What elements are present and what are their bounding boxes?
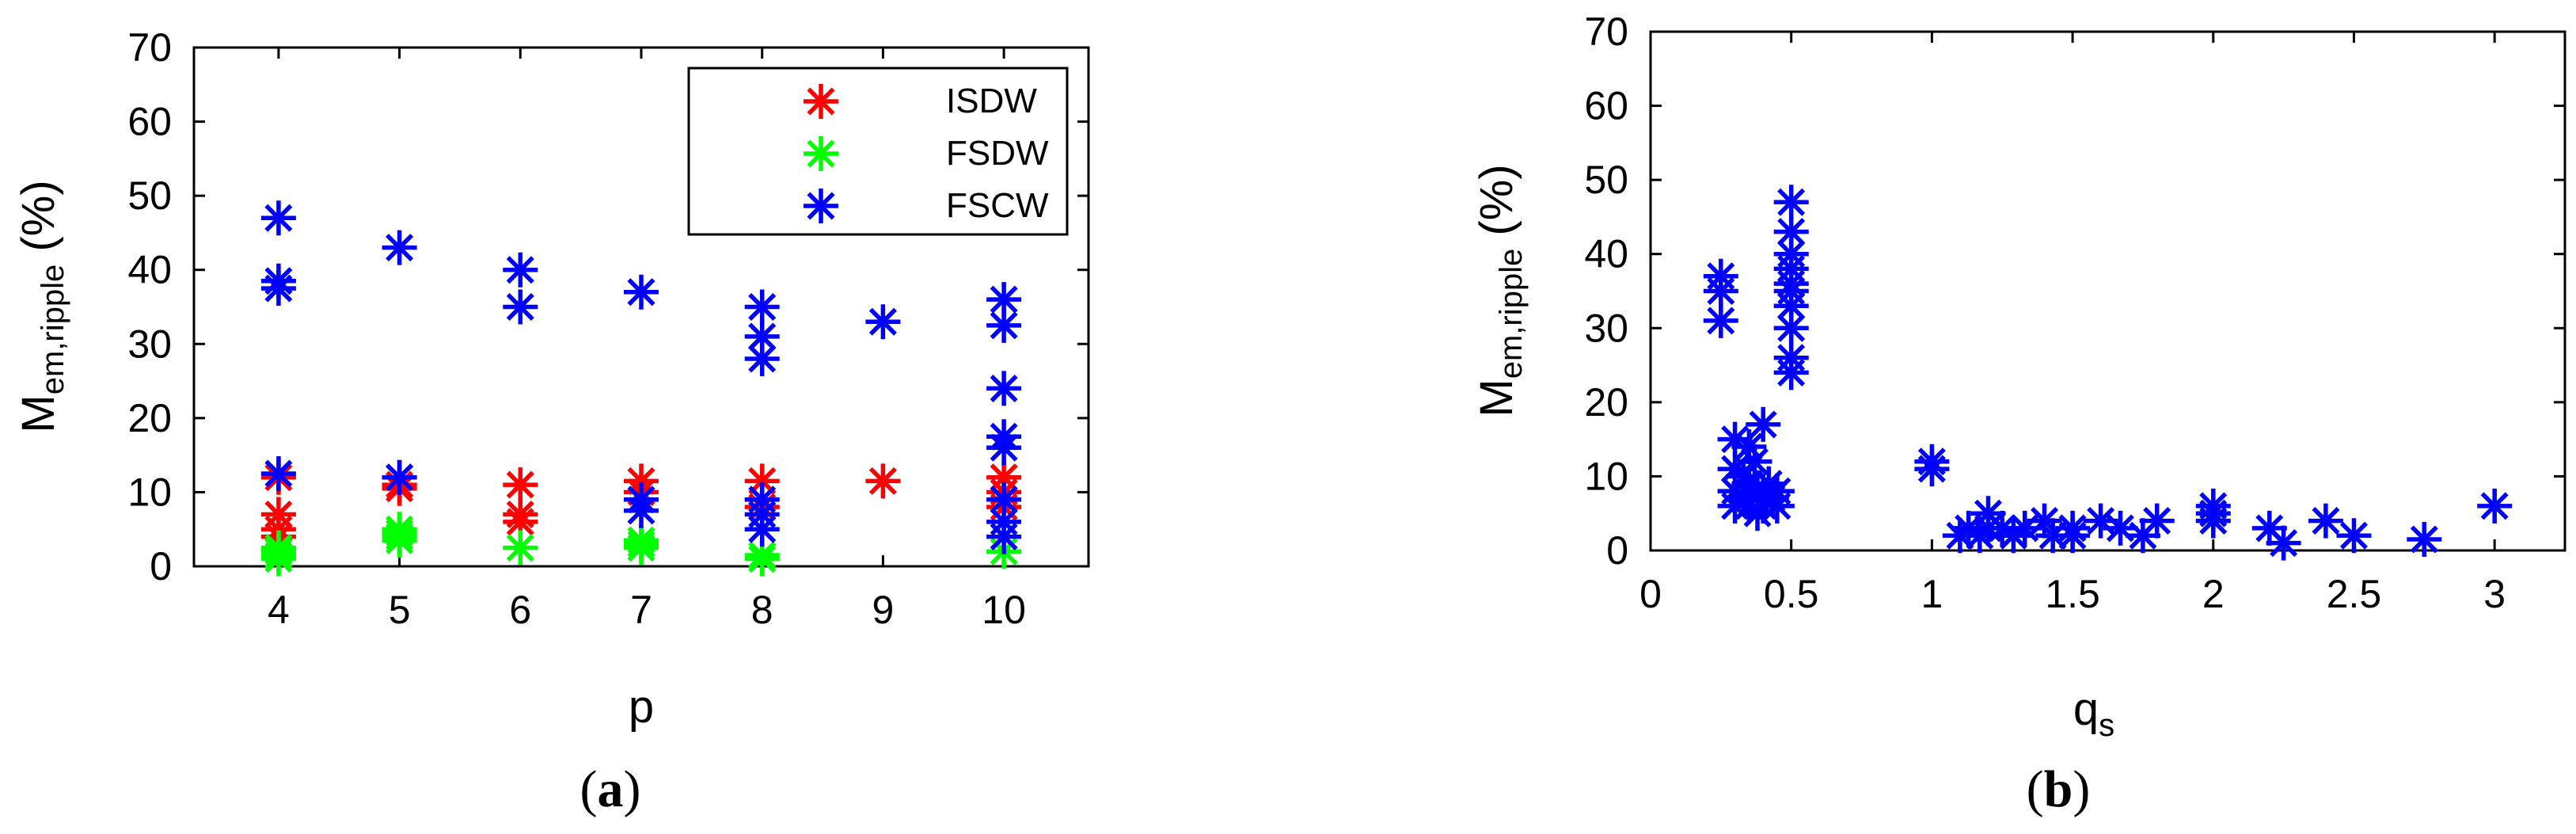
- data-point: [744, 289, 780, 325]
- data-point: [1773, 355, 1809, 390]
- data-point: [865, 304, 901, 340]
- data-points-a: [260, 200, 1022, 577]
- legend-marker-fscw: [804, 189, 838, 223]
- data-point: [1773, 214, 1809, 249]
- data-point: [2407, 522, 2442, 557]
- y-tick-label: 70: [1584, 10, 1628, 54]
- data-point: [260, 456, 296, 491]
- x-tick-label: 7: [630, 588, 652, 632]
- y-tick-label: 50: [1584, 158, 1628, 202]
- legend-box: [687, 67, 1069, 236]
- x-tick-label: 9: [872, 588, 894, 632]
- y-ticks-b: 0 10 20 30 40 50 60 70: [1584, 10, 2565, 573]
- panel-b: 0 10 20 30 40 50 60 70 0 0.5 1 1.5 2 2.5 3 Mem,ripple…: [1471, 10, 2567, 818]
- y-tick-label: 40: [1584, 232, 1628, 276]
- data-point: [1759, 488, 1795, 524]
- legend-marker-isdw: [804, 84, 838, 119]
- y-tick-label: 30: [1584, 306, 1628, 350]
- data-point: [260, 541, 296, 577]
- data-point: [744, 341, 780, 376]
- x-tick-label: 5: [389, 588, 411, 632]
- data-point: [260, 271, 296, 307]
- data-point: [1737, 444, 1772, 479]
- caption-b: (b): [2027, 760, 2091, 818]
- y-ticks-a: 0 10 20 30 40 50 60 70: [127, 25, 1089, 588]
- data-point: [503, 530, 538, 566]
- data-point: [2139, 503, 2175, 539]
- data-points-b: [1703, 185, 2513, 561]
- data-point: [503, 467, 538, 503]
- y-tick-label: 0: [150, 544, 172, 588]
- legend-marker-fsdw: [804, 136, 838, 171]
- y-tick-label: 0: [1606, 528, 1628, 573]
- data-point: [503, 252, 538, 288]
- data-point: [986, 519, 1022, 554]
- data-point: [624, 274, 659, 310]
- y-tick-label: 20: [127, 396, 172, 440]
- y-tick-label: 50: [127, 173, 172, 218]
- data-point: [503, 289, 538, 325]
- x-axis-title-b: qs: [2073, 684, 2114, 743]
- legend-label-fsdw: FSDW: [946, 134, 1049, 173]
- x-tick-label: 1.5: [2045, 572, 2100, 616]
- data-point: [744, 512, 780, 547]
- data-point: [260, 200, 296, 236]
- legend-marker: [804, 84, 838, 119]
- data-point: [744, 541, 780, 577]
- legend-label-fscw: FSCW: [946, 186, 1049, 225]
- data-point: [1773, 185, 1809, 220]
- x-tick-label: 2: [2202, 572, 2225, 616]
- y-tick-label: 10: [127, 470, 172, 514]
- data-point: [2266, 525, 2301, 561]
- legend-marker: [804, 189, 838, 223]
- x-tick-label: 8: [751, 588, 773, 632]
- data-point: [1914, 451, 1950, 487]
- x-ticks-b: 0 0.5 1 1.5 2 2.5 3: [1639, 32, 2506, 616]
- data-point: [986, 371, 1022, 406]
- data-point: [986, 307, 1022, 343]
- data-point: [624, 530, 659, 566]
- y-tick-label: 40: [127, 248, 172, 292]
- data-point: [2336, 518, 2372, 554]
- y-tick-label: 70: [127, 25, 172, 70]
- legend-label-isdw: ISDW: [946, 82, 1037, 120]
- caption-a: (a): [580, 760, 641, 818]
- y-tick-label: 30: [127, 322, 172, 366]
- data-point: [1703, 273, 1738, 309]
- y-tick-label: 20: [1584, 380, 1628, 425]
- data-point: [382, 459, 417, 495]
- x-tick-label: 4: [268, 588, 290, 632]
- x-tick-label: 2.5: [2327, 572, 2382, 616]
- legend-a: ISDW FSDW FSCW: [687, 67, 1069, 236]
- data-point: [1746, 406, 1781, 442]
- data-point: [1703, 303, 1738, 338]
- data-point: [624, 493, 659, 528]
- data-point: [1731, 429, 1767, 464]
- x-axis-title-a: p: [629, 681, 654, 733]
- x-tick-label: 1: [1921, 572, 1943, 616]
- x-tick-label: 0.5: [1764, 572, 1819, 616]
- data-point: [986, 430, 1022, 466]
- x-tick-label: 3: [2483, 572, 2506, 616]
- data-point: [2308, 503, 2343, 539]
- y-tick-label: 60: [127, 100, 172, 144]
- data-point: [2055, 518, 2091, 554]
- data-point: [2195, 503, 2231, 539]
- x-tick-label: 0: [1639, 572, 1662, 616]
- y-axis-title-a: Mem,ripple (%): [13, 180, 70, 432]
- data-point: [865, 463, 901, 499]
- y-axis-title-b: Mem,ripple (%): [1471, 164, 1529, 417]
- legend-marker: [804, 136, 838, 171]
- data-point: [382, 230, 417, 265]
- data-point: [382, 523, 417, 558]
- data-point: [2477, 488, 2513, 524]
- x-tick-label: 6: [509, 588, 531, 632]
- x-tick-label: 10: [982, 588, 1026, 632]
- data-point: [1773, 310, 1809, 346]
- y-tick-label: 60: [1584, 84, 1628, 128]
- y-tick-label: 10: [1584, 454, 1628, 498]
